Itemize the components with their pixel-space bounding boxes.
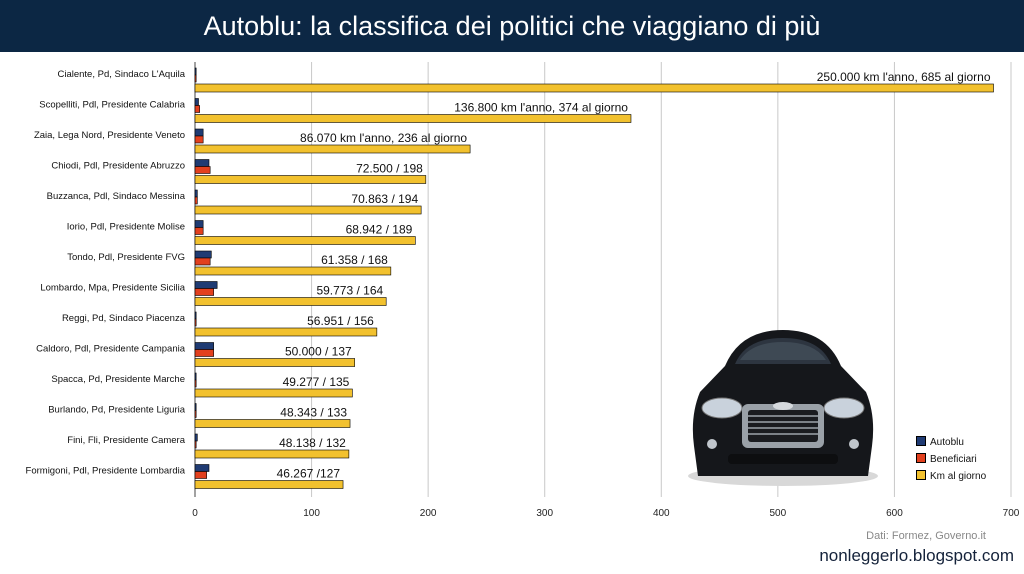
bar-beneficiari [194,288,214,296]
bar-beneficiari [194,257,211,266]
bar-autoblu [194,311,197,320]
bar-km [194,480,344,489]
bar-beneficiari [194,379,197,388]
bar-autoblu [194,220,204,228]
bar-km [194,175,427,184]
bar-beneficiari [194,74,197,83]
x-tick-label: 0 [192,508,198,519]
category-label: Scopelliti, Pdl, Presidente Calabria [39,100,185,111]
data-label: 56.951 / 156 [307,314,374,328]
data-label: 46.267 /127 [277,467,341,481]
legend-item-beneficiari: Beneficiari [916,453,986,470]
legend-swatch-km [916,470,926,480]
bar-autoblu [194,372,197,381]
bar-km [194,449,350,459]
bar-km [194,358,356,367]
chart-legend: Autoblu Beneficiari Km al giorno [916,436,986,487]
bar-autoblu [194,433,198,442]
category-label: Fini, Fli, Presidente Camera [67,435,185,446]
bar-autoblu [194,67,197,76]
bar-autoblu [194,98,199,106]
bar-chart: 0 100 200 300 400 500 600 700 Cialente, Pd, Sind… [26,62,1020,519]
title-bar [0,0,1024,52]
bar-autoblu [194,403,197,411]
category-label: Formigoni, Pdl, Presidente Lombardia [26,466,186,477]
bar-km [194,327,378,337]
category-label: Caldoro, Pdl, Presidente Campania [36,344,186,355]
legend-item-km: Km al giorno [916,470,986,487]
data-label: 49.277 / 135 [283,375,350,389]
category-label: Cialente, Pd, Sindaco L'Aquila [57,69,185,80]
bar-km [194,266,392,276]
category-label: Reggi, Pd, Sindaco Piacenza [62,313,186,324]
bar-autoblu [194,281,218,289]
car-image [688,330,878,486]
x-tick-label: 100 [303,508,320,519]
legend-label-km: Km al giorno [930,471,987,482]
data-label: 59.773 / 164 [316,284,383,298]
bar-beneficiari [194,135,204,144]
legend-swatch-beneficiari [916,453,926,463]
data-label: 68.942 / 189 [346,223,413,237]
bar-km [194,297,387,306]
category-label: Lombardo, Mpa, Presidente Sicilia [40,283,185,294]
x-tick-label: 400 [653,508,670,519]
bar-km [194,205,422,215]
bar-beneficiari [194,105,200,113]
category-label: Chiodi, Pdl, Presidente Abruzzo [51,161,185,172]
data-label: 48.138 / 132 [279,436,346,450]
category-label: Spacca, Pd, Presidente Marche [51,374,185,385]
bar-km [194,419,351,428]
data-label: 50.000 / 137 [285,345,352,359]
x-tick-label: 300 [536,508,553,519]
data-label: 70.863 / 194 [351,192,418,206]
category-label: Iorio, Pdl, Presidente Molise [67,222,185,233]
legend-item-autoblu: Autoblu [916,436,986,453]
bar-beneficiari [194,471,207,479]
bar-autoblu [194,189,198,198]
data-label: 48.343 / 133 [280,406,347,420]
x-tick-label: 700 [1003,508,1020,519]
data-label: 86.070 km l'anno, 236 al giorno [300,131,467,145]
x-tick-label: 600 [886,508,903,519]
legend-swatch-autoblu [916,436,926,446]
legend-label-autoblu: Autoblu [930,437,964,448]
bar-autoblu [194,464,210,472]
bar-km [194,114,632,123]
x-tick-label: 500 [770,508,787,519]
bar-beneficiari [194,440,197,449]
chart-title: Autoblu: la classifica dei politici che … [203,11,821,41]
x-tick-label: 200 [420,508,437,519]
bar-beneficiari [194,318,197,327]
data-source: Dati: Formez, Governo.it [866,530,986,542]
bar-beneficiari [194,166,211,174]
bar-km [194,144,471,154]
bar-autoblu [194,250,212,259]
data-label: 136.800 km l'anno, 374 al giorno [454,101,628,115]
bar-beneficiari [194,196,198,205]
bar-autoblu [194,128,204,137]
data-label: 250.000 km l'anno, 685 al giorno [817,70,991,84]
category-label: Zaia, Lega Nord, Presidente Veneto [34,130,185,141]
bar-autoblu [194,342,214,350]
data-label: 72.500 / 198 [356,162,423,176]
legend-label-beneficiari: Beneficiari [930,454,977,465]
category-label: Tondo, Pdl, Presidente FVG [67,252,185,263]
site-credit: nonleggerlo.blogspot.com [819,546,1014,565]
bar-beneficiari [194,410,197,418]
bar-autoblu [194,159,210,167]
bar-beneficiari [194,349,214,357]
bar-km [194,388,353,398]
bar-km [194,236,416,245]
category-label: Buzzanca, Pdl, Sindaco Messina [47,191,186,202]
bar-beneficiari [194,227,204,235]
data-label: 61.358 / 168 [321,253,388,267]
bar-km [194,83,994,93]
category-label: Burlando, Pd, Presidente Liguria [48,405,185,416]
